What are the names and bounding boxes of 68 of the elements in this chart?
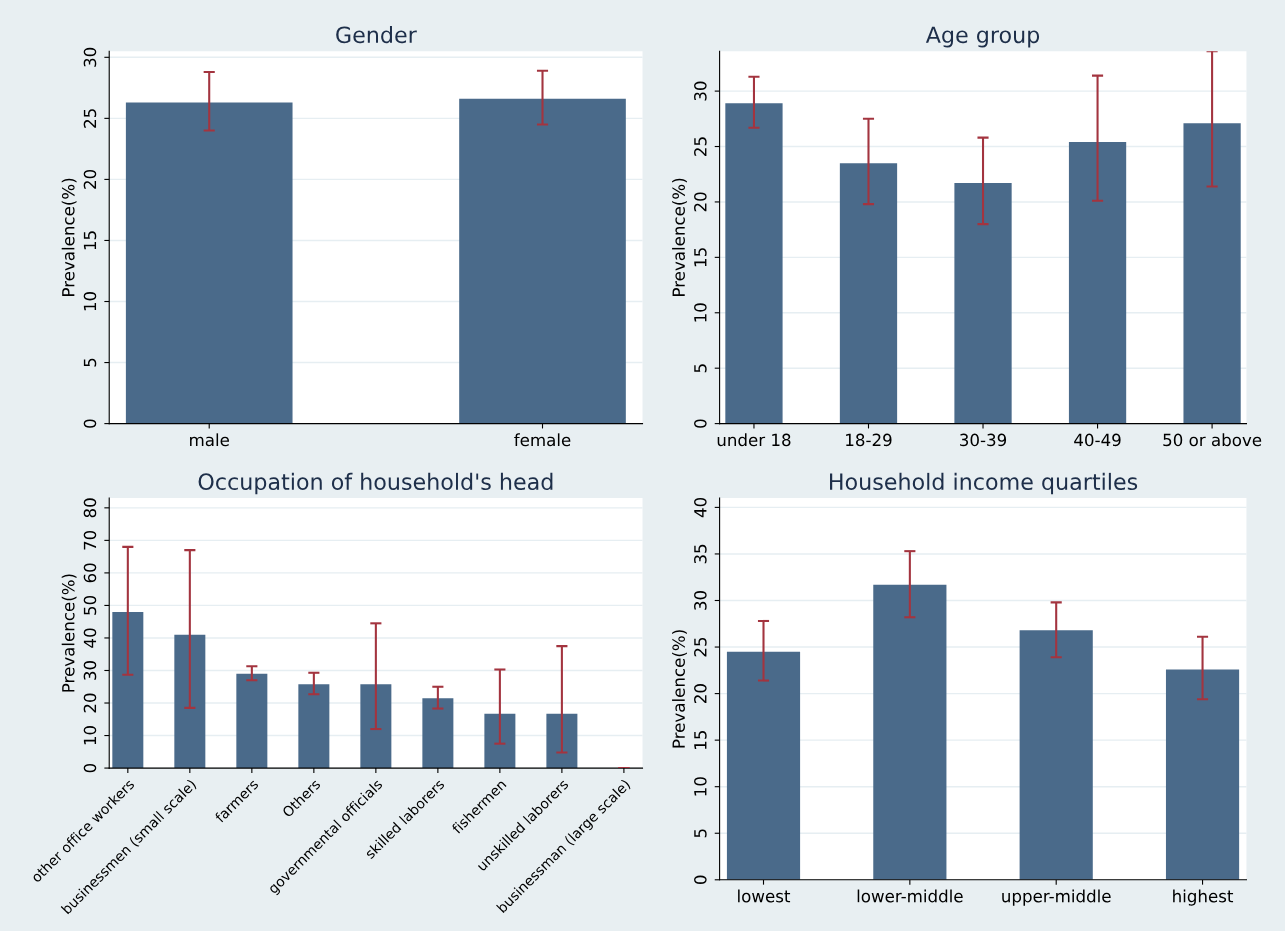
y-tick-label: 40 [694,497,707,518]
x-tick-label: 18-29 [846,433,892,447]
y-tick-label: 20 [694,192,707,212]
bar [954,183,1012,424]
y-tick-label: 0 [694,875,707,884]
bar [546,713,578,769]
bar [839,163,898,424]
y-tick-label: 80 [83,498,97,518]
y-tick-label: 15 [694,731,707,749]
x-tick-label: upper-middle [1002,889,1111,906]
x-tick-label: under 18 [717,433,791,447]
x-tick-label: lowest [738,889,791,903]
bar [236,673,268,769]
bar [873,584,947,880]
bar [298,684,330,769]
chart-title: Gender [336,25,417,44]
y-tick-label: 30 [694,81,707,101]
bar [1165,669,1240,880]
y-tick-label: 5 [83,358,97,367]
y-tick-label: 50 [83,595,97,615]
y-tick-label: 10 [83,726,97,745]
y-tick-label: 30 [83,660,97,680]
y-tick-label: 60 [83,563,97,583]
bar [484,713,516,769]
y-tick-label: 15 [694,248,707,267]
bar [360,684,392,769]
y-tick-label: 40 [83,628,97,648]
x-tick-label: highest [1173,889,1234,906]
y-tick-label: 30 [83,47,97,67]
y-tick-label: 0 [694,419,707,428]
y-tick-label: 35 [694,544,707,564]
y-tick-label: 5 [694,364,707,373]
bar [725,103,783,424]
x-tick-label: 50 or above [1163,433,1262,447]
y-tick-label: 0 [83,419,97,428]
y-axis-title: Prevalence(%) [61,178,77,296]
y-tick-label: 25 [83,109,97,128]
bar [726,651,801,880]
y-axis-title: Prevalence(%) [672,178,687,296]
y-tick-label: 20 [694,684,707,703]
chart-title: Age group [925,26,1040,48]
bar [422,698,454,769]
y-axis-title: Prevalence(%) [61,574,77,692]
y-axis-title: Prevalence(%) [672,630,687,748]
y-tick-label: 20 [83,169,97,189]
bar [1183,123,1241,424]
y-tick-label: 70 [83,530,97,550]
y-tick-label: 10 [694,777,707,796]
bar [1019,630,1093,880]
bar [112,611,144,769]
bar [174,634,206,769]
chart-title: Household income quartiles [830,472,1138,495]
y-tick-label: 30 [694,591,707,610]
x-tick-label: 30-39 [960,433,1007,447]
chart-title: Occupation of household's head [198,472,553,495]
x-tick-label: male [190,433,229,447]
y-tick-label: 20 [83,693,97,713]
bar [1068,142,1127,424]
y-tick-label: 25 [694,137,707,156]
x-tick-label: lower-middle [857,889,963,903]
y-tick-label: 25 [694,637,707,657]
y-tick-label: 5 [694,829,707,838]
x-tick-label: female [514,433,571,447]
y-tick-label: 15 [83,231,97,250]
x-tick-label: 40-49 [1074,433,1121,447]
y-tick-label: 10 [694,303,707,322]
y-tick-label: 10 [83,292,97,311]
y-tick-label: 0 [83,763,97,773]
